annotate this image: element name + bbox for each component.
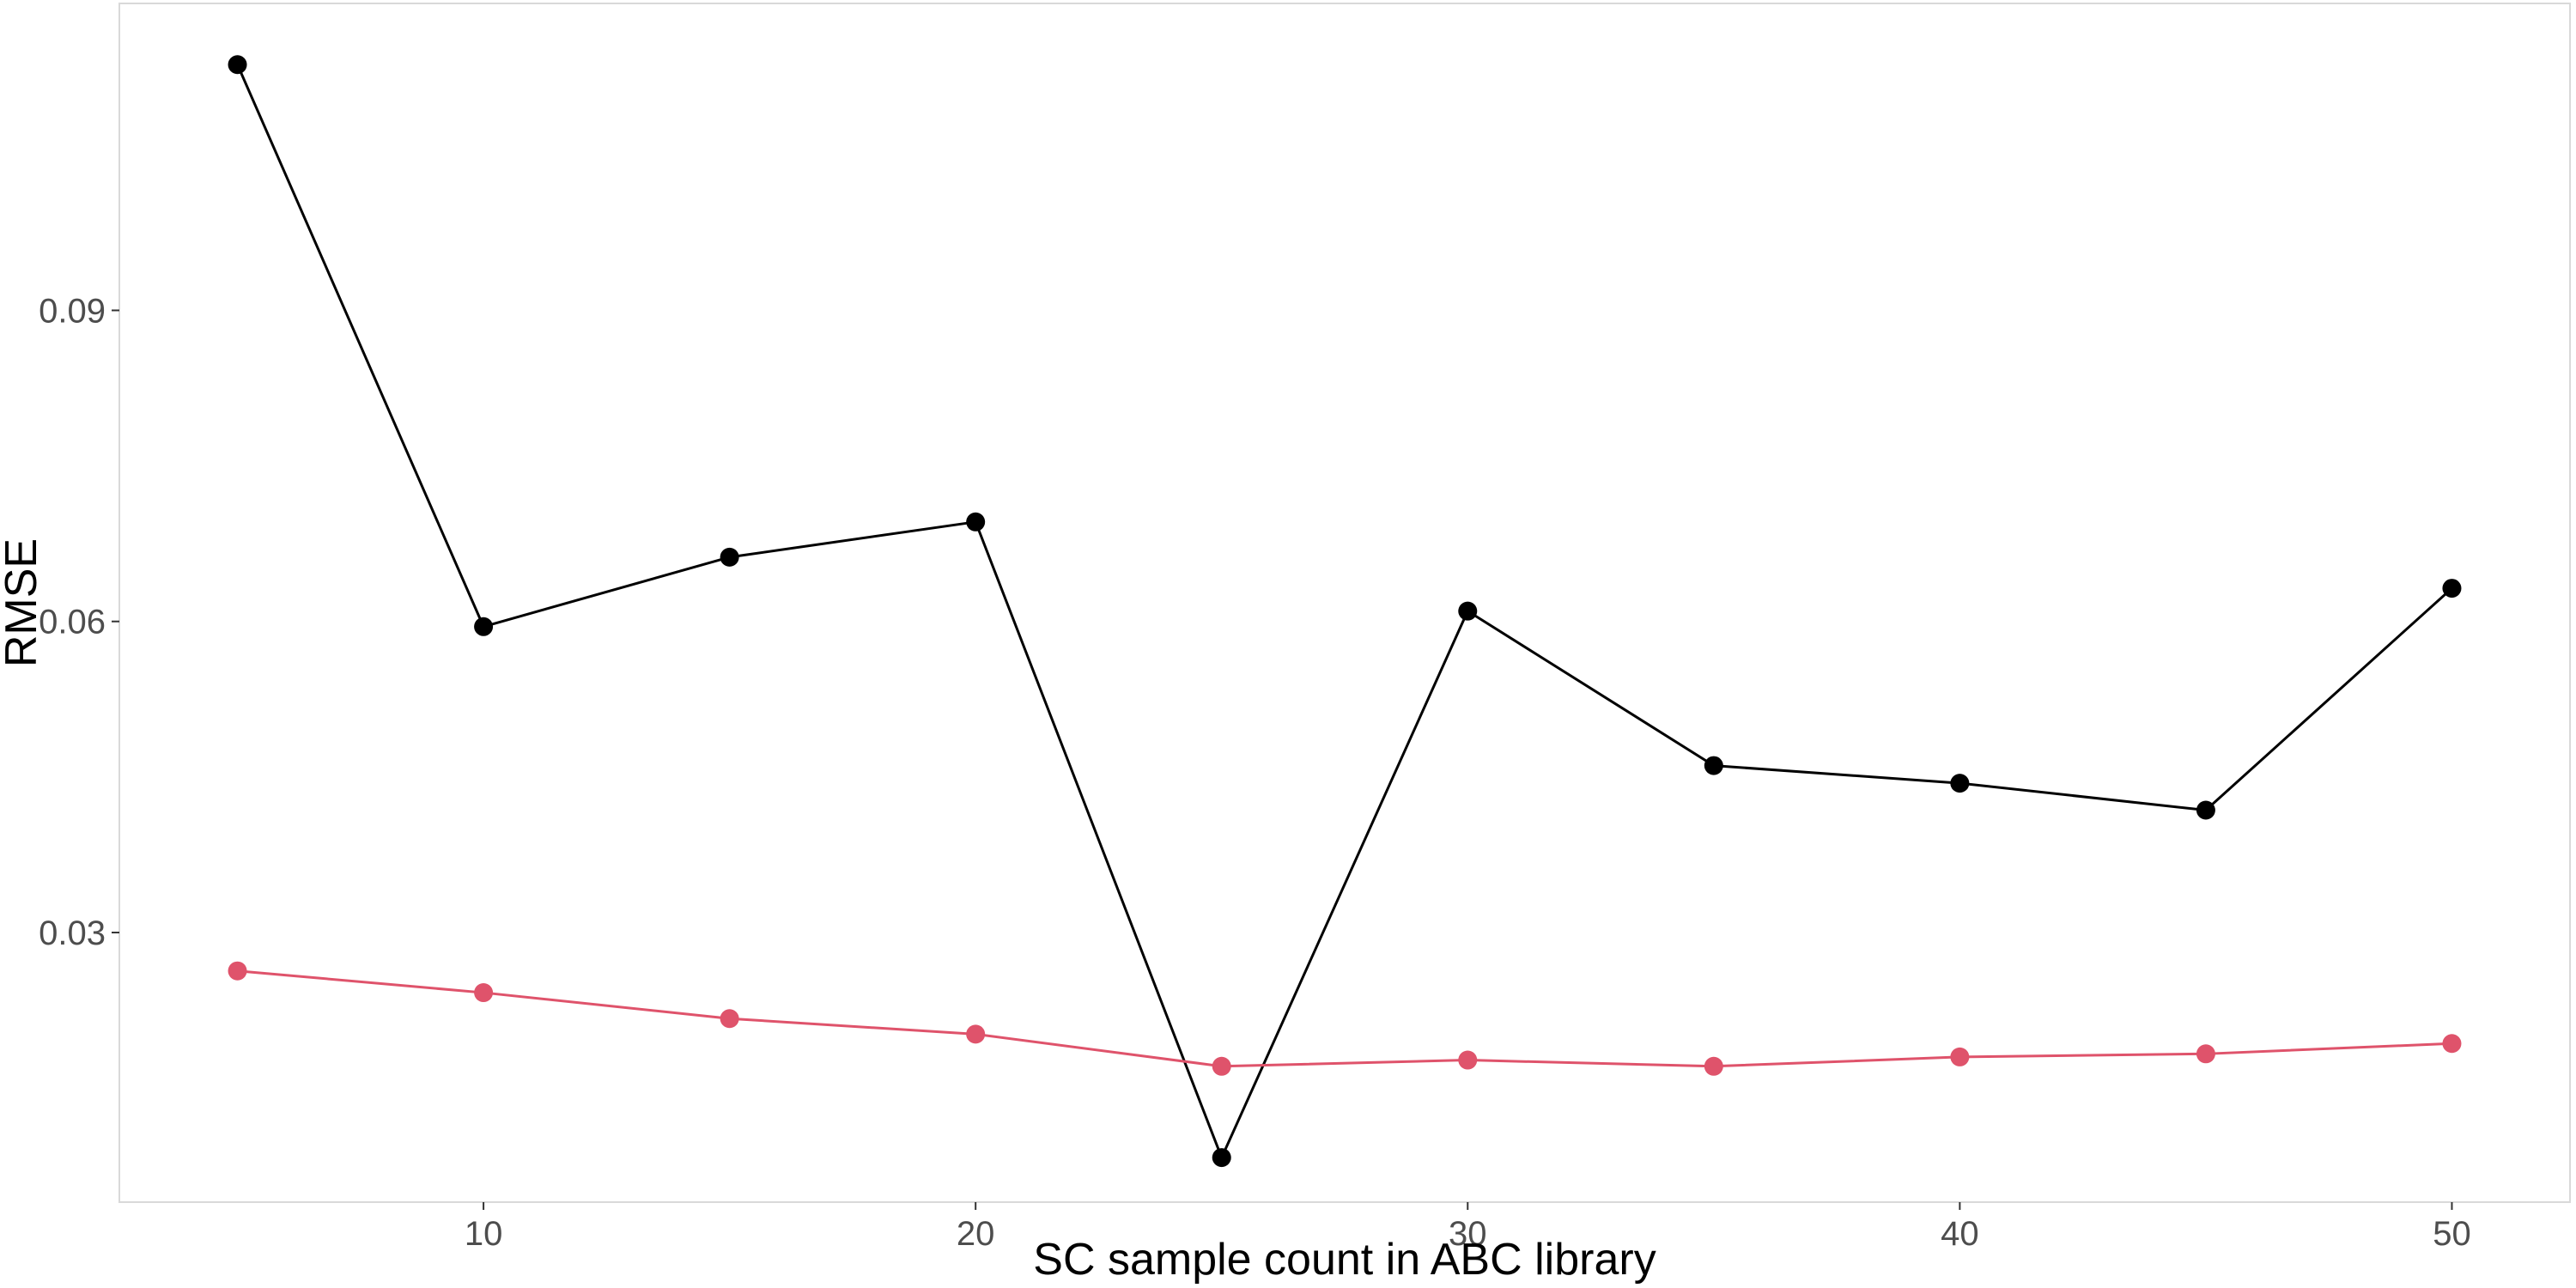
- x-tick-label: 20: [957, 1215, 995, 1253]
- series-1-point: [474, 617, 494, 636]
- series-1-point: [1458, 601, 1478, 621]
- series-2-point: [2442, 1034, 2462, 1054]
- x-tick-label: 30: [1449, 1215, 1487, 1253]
- series-1: [228, 55, 2462, 1168]
- series-1-point: [1704, 756, 1723, 775]
- series-2-point: [228, 961, 247, 981]
- series-1-point: [2442, 579, 2462, 598]
- series-1-point: [228, 55, 247, 75]
- series-2-point: [1950, 1047, 1970, 1066]
- series-1-point: [2196, 800, 2215, 820]
- series-2-point: [966, 1024, 986, 1044]
- series-layer: [228, 55, 2462, 1168]
- x-axis-title: SC sample count in ABC library: [1033, 1235, 1656, 1285]
- series-1-point: [966, 512, 986, 532]
- series-1-point: [720, 547, 739, 567]
- series-2-point: [2196, 1044, 2215, 1064]
- series-2-point: [720, 1009, 739, 1029]
- y-tick-label: 0.03: [39, 914, 106, 952]
- y-axis-title: RMSE: [0, 538, 46, 667]
- series-1-line: [236, 64, 2453, 1159]
- axis-layer: 10 20 30 40 50 0.03 0.06 0.09: [39, 292, 2471, 1253]
- series-2-line: [237, 969, 2452, 1068]
- series-2-point: [1458, 1050, 1478, 1070]
- x-tick-label: 40: [1941, 1215, 1979, 1253]
- x-tick-label: 50: [2433, 1215, 2471, 1253]
- y-tick-label: 0.06: [39, 604, 106, 641]
- y-tick-label: 0.09: [39, 292, 106, 330]
- x-tick-label: 10: [465, 1215, 503, 1253]
- series-1-point: [1212, 1148, 1231, 1168]
- series-1-point: [1950, 774, 1970, 793]
- series-2-point: [474, 983, 494, 1003]
- series-2-point: [1212, 1056, 1231, 1076]
- plot-panel-border: [118, 3, 2571, 1203]
- series-2: [228, 961, 2462, 1076]
- series-2-point: [1704, 1056, 1723, 1076]
